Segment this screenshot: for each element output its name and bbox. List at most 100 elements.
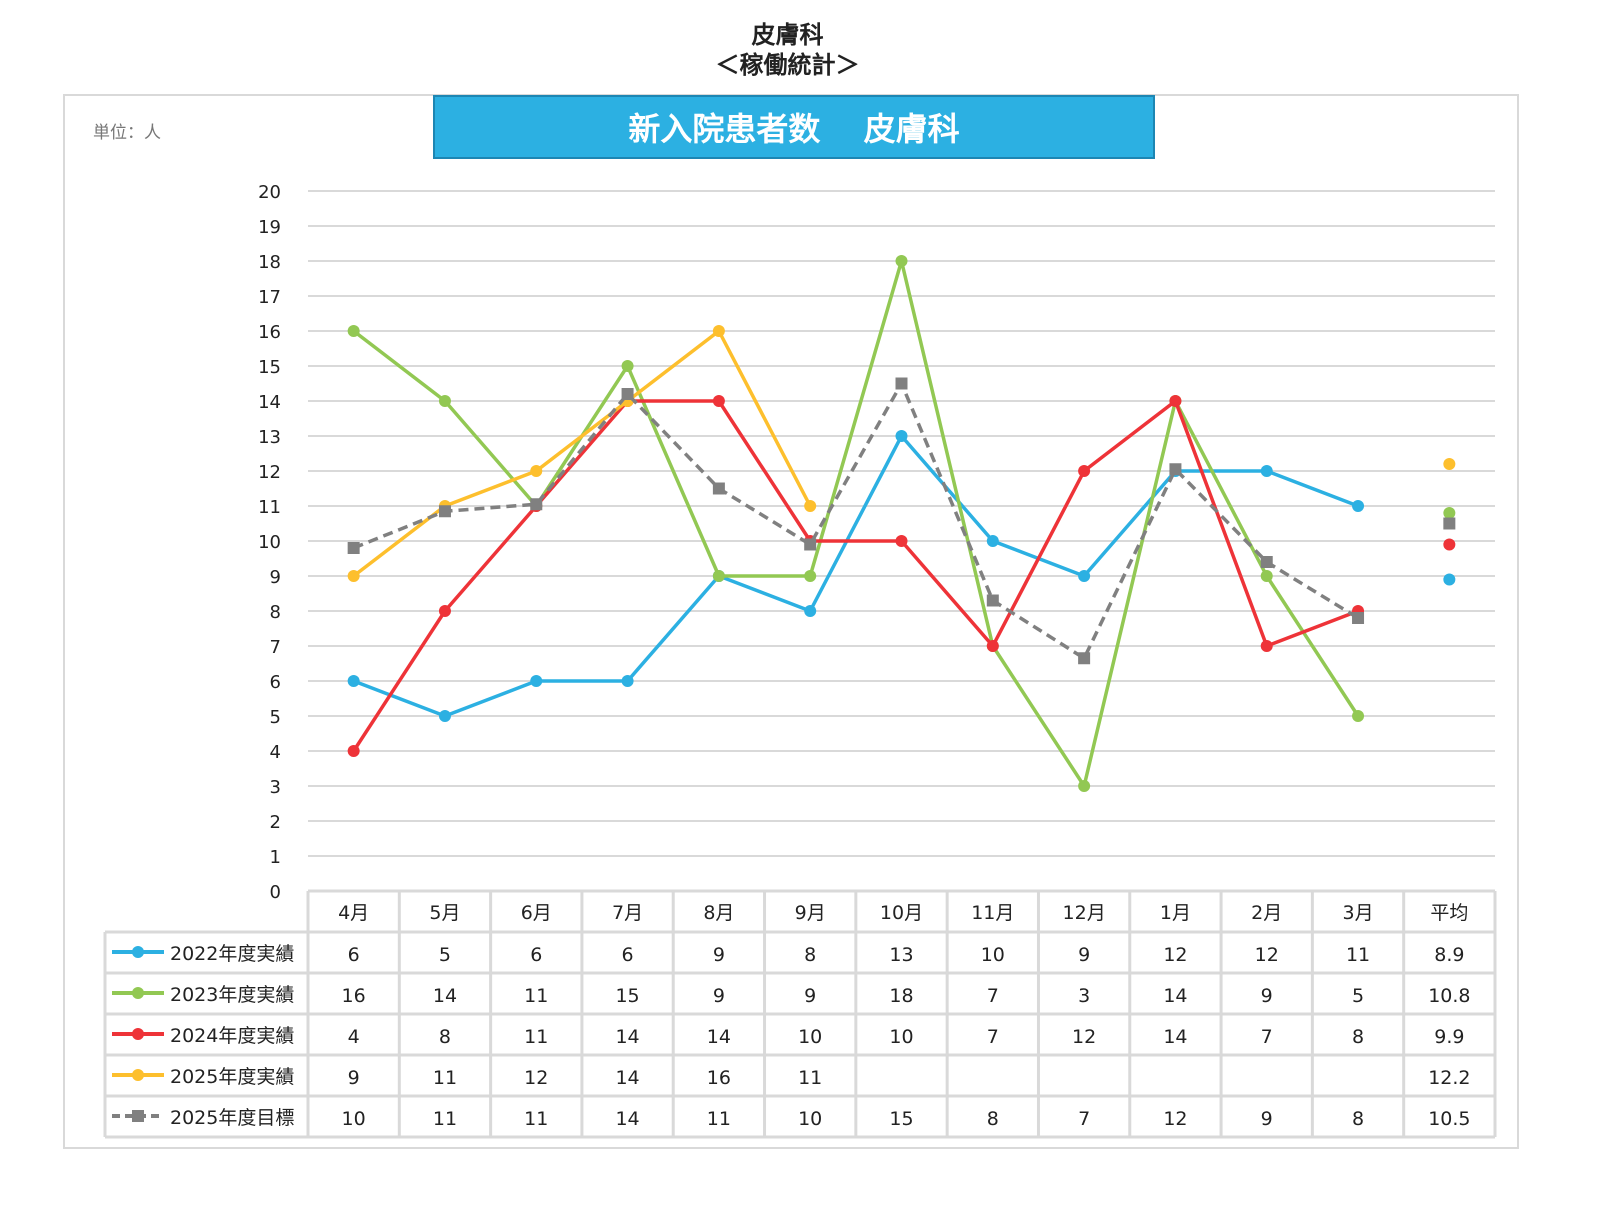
y-tick-label: 8 (270, 602, 281, 623)
table-cell: 15 (889, 1108, 913, 1130)
x-tick-label: 2月 (1251, 902, 1282, 924)
table-cell: 5 (439, 944, 451, 966)
data-point (804, 538, 817, 551)
table-cell: 11 (524, 985, 548, 1007)
table-cell: 11 (433, 1067, 457, 1089)
legend-marker (132, 946, 144, 958)
table-cell: 9 (1261, 985, 1273, 1007)
data-point (1352, 612, 1365, 624)
x-tick-label: 8月 (703, 902, 734, 924)
data-point (621, 360, 634, 372)
table-cell: 8 (1352, 1108, 1364, 1130)
data-point (621, 675, 634, 687)
chart-title-banner: 新入院患者数 皮膚科 (433, 95, 1155, 159)
x-tick-label: 6月 (521, 902, 552, 924)
y-tick-label: 3 (270, 777, 281, 798)
data-point (530, 675, 543, 687)
page-title: 皮膚科 (751, 21, 824, 49)
table-cell: 11 (707, 1108, 731, 1130)
table-cell: 12 (1072, 1026, 1096, 1048)
x-tick-label: 11月 (971, 902, 1014, 924)
table-cell: 6 (622, 944, 634, 966)
table-cell: 10.8 (1428, 985, 1470, 1007)
table-cell: 10 (342, 1108, 366, 1130)
x-tick-label: 7月 (612, 902, 643, 924)
data-point (712, 395, 725, 407)
data-point (1078, 780, 1091, 792)
average-point (1443, 573, 1456, 586)
data-point (804, 570, 817, 582)
table-cell: 14 (433, 985, 457, 1007)
legend-marker (132, 987, 144, 999)
y-tick-label: 4 (270, 742, 281, 763)
average-point (1443, 507, 1456, 519)
x-tick-label: 平均 (1430, 902, 1468, 924)
y-tick-label: 2 (270, 812, 281, 833)
y-tick-label: 12 (258, 462, 281, 483)
series-line-1 (352, 259, 1360, 788)
table-cell: 8 (1352, 1026, 1364, 1048)
data-point (347, 570, 360, 582)
table-cell: 7 (1078, 1108, 1090, 1130)
data-point (347, 542, 360, 554)
data-point (438, 395, 451, 407)
data-point (438, 710, 451, 722)
average-point (1443, 538, 1456, 551)
table-cell: 18 (889, 985, 913, 1007)
data-point (712, 482, 725, 495)
data-point (1169, 463, 1182, 476)
chart-title: 新入院患者数 皮膚科 (628, 110, 960, 148)
table-cell: 9 (348, 1067, 360, 1089)
table-cell: 16 (707, 1067, 731, 1089)
y-tick-label: 11 (258, 497, 281, 518)
data-point (1078, 652, 1091, 665)
table-cell: 9 (713, 944, 725, 966)
data-point (530, 498, 543, 511)
table-cell: 14 (615, 1067, 639, 1089)
table-cell: 7 (987, 1026, 999, 1048)
data-point (986, 594, 999, 607)
page-subtitle: ＜稼働統計＞ (715, 51, 860, 79)
legend-label: 2023年度実績 (170, 984, 294, 1006)
table-cell: 14 (1163, 985, 1187, 1007)
y-tick-label: 10 (258, 532, 281, 553)
table-cell: 10 (798, 1108, 822, 1130)
table-cell: 10 (889, 1026, 913, 1048)
table-cell: 8 (987, 1108, 999, 1130)
table-cell: 13 (889, 944, 913, 966)
table-cell: 12.2 (1428, 1067, 1470, 1089)
x-tick-label: 4月 (338, 902, 369, 924)
data-point (621, 388, 634, 400)
data-point (347, 325, 360, 337)
y-tick-label: 18 (258, 252, 281, 273)
data-point (986, 535, 999, 547)
x-tick-label: 10月 (880, 902, 923, 924)
y-tick-label: 15 (258, 357, 281, 378)
table-cell: 11 (1346, 944, 1370, 966)
data-point (347, 745, 360, 757)
data-point (1352, 710, 1365, 722)
data-point (712, 325, 725, 337)
table-cell: 4 (348, 1026, 360, 1048)
table-cell: 10 (981, 944, 1005, 966)
unit-label: 単位：人 (93, 123, 161, 143)
table-cell: 8 (804, 944, 816, 966)
x-tick-label: 12月 (1063, 902, 1106, 924)
data-point (438, 605, 451, 617)
data-point (804, 605, 817, 617)
table-cell: 14 (707, 1026, 731, 1048)
average-point (1443, 517, 1456, 530)
legend-marker (132, 1110, 144, 1122)
table-cell: 7 (1261, 1026, 1273, 1048)
table-cell: 11 (433, 1108, 457, 1130)
y-tick-label: 6 (270, 672, 281, 693)
series-line-4 (353, 381, 1359, 660)
table-cell: 14 (1163, 1026, 1187, 1048)
table-cell: 9.9 (1434, 1026, 1464, 1048)
data-point (895, 430, 908, 442)
legend-label: 2025年度実績 (170, 1066, 294, 1088)
table-cell: 12 (524, 1067, 548, 1089)
series-line-2 (352, 399, 1359, 752)
data-point (804, 500, 817, 512)
